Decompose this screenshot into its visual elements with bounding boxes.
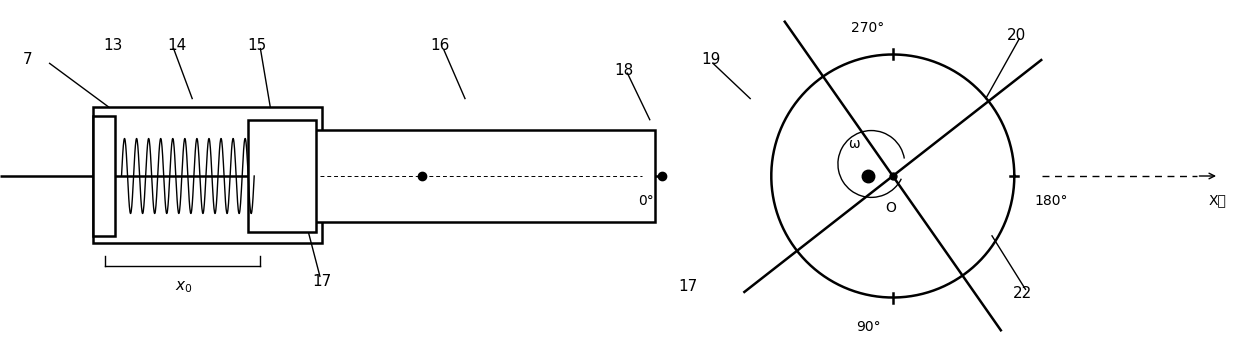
Text: 14: 14 <box>167 38 187 53</box>
Text: 22: 22 <box>1013 287 1033 301</box>
Text: 18: 18 <box>614 63 634 78</box>
Text: 15: 15 <box>247 38 267 53</box>
Text: $x_0$: $x_0$ <box>175 279 192 295</box>
Text: X轴: X轴 <box>1209 194 1226 208</box>
Text: 90°: 90° <box>856 320 880 334</box>
Bar <box>93 116 115 236</box>
Text: 0°: 0° <box>639 194 653 208</box>
Bar <box>308 130 655 222</box>
Text: O: O <box>885 201 895 215</box>
Text: 180°: 180° <box>1034 194 1069 208</box>
Text: 7: 7 <box>22 52 32 67</box>
Text: 20: 20 <box>1007 28 1027 43</box>
Text: 19: 19 <box>701 52 720 67</box>
Text: ω: ω <box>848 137 861 151</box>
Text: 17: 17 <box>678 279 698 294</box>
Bar <box>93 107 322 243</box>
Text: 270°: 270° <box>852 21 884 35</box>
Text: 16: 16 <box>430 38 450 53</box>
Text: 13: 13 <box>103 38 123 53</box>
Bar <box>248 120 316 232</box>
Text: 17: 17 <box>312 274 332 289</box>
